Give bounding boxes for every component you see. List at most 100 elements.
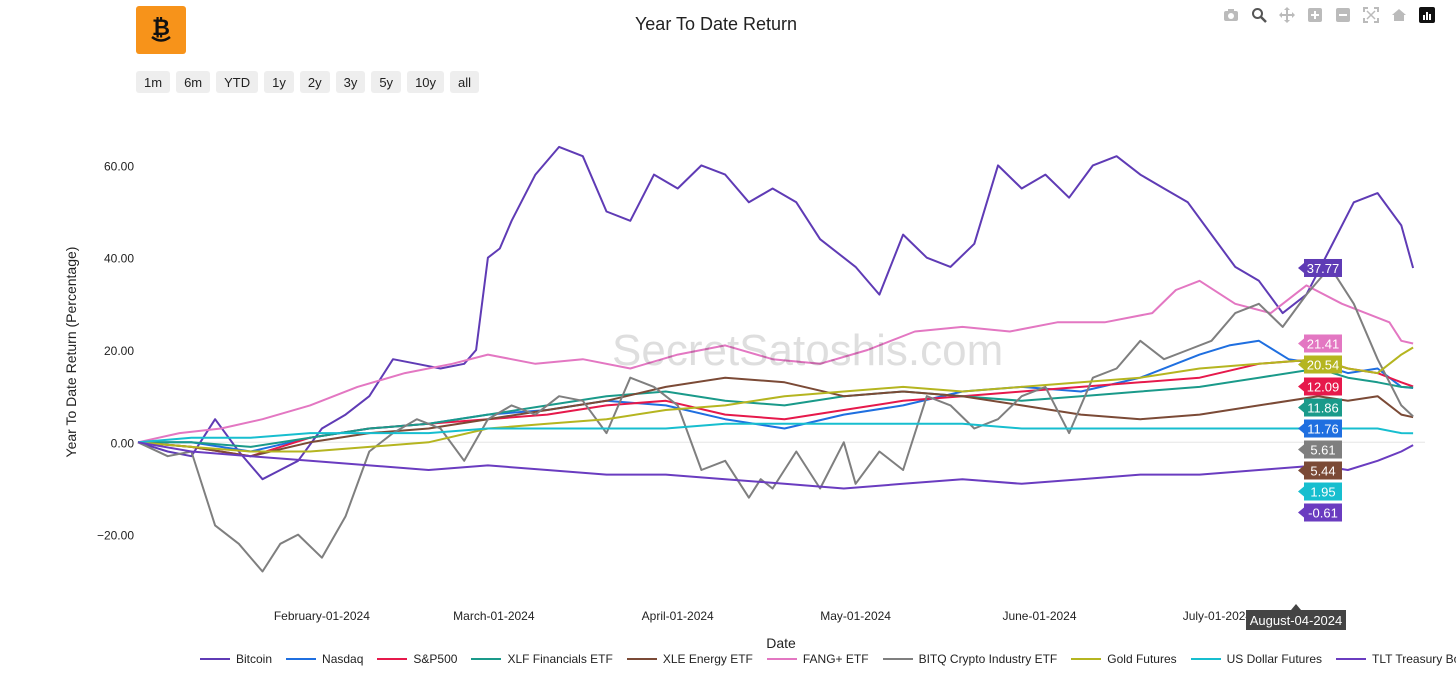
legend-item[interactable]: FANG+ ETF [766,652,869,666]
legend-item[interactable]: S&P500 [377,652,457,666]
legend-line-swatch [766,658,797,660]
zoom-out-icon[interactable] [1334,6,1352,24]
y-tick-label: 20.00 [104,344,134,358]
end-label-pointer [1298,338,1304,349]
end-label-pointer [1298,465,1304,476]
end-label-box [1304,258,1342,277]
bitcoin-logo: ₿ [136,6,186,54]
y-tick-label: 60.00 [104,159,134,173]
range-ytd-button[interactable]: YTD [216,71,259,93]
range-selector: 1m 6m YTD 1y 2y 3y 5y 10y all [136,71,480,93]
series-line-fang-etf [137,279,1414,444]
bitcoin-smile-icon: ₿ [151,16,171,42]
end-label-box [1304,355,1342,374]
legend-item[interactable]: TLT Treasury Bond ETF [1336,652,1456,666]
end-label-value: -0.61 [1308,506,1338,521]
legend-line-swatch [882,658,913,660]
range-1m-button[interactable]: 1m [136,71,171,93]
series-line-bitq-crypto-industry-etf [137,265,1414,573]
end-label-box [1304,440,1342,459]
legend-label: XLF Financials ETF [507,652,613,666]
x-tick-label: February-01-2024 [274,609,370,623]
legend-line-swatch [626,658,657,660]
zoom-in-icon[interactable] [1306,6,1324,24]
series-line-xlf-financials-etf [138,367,1414,448]
legend-label: S&P500 [413,652,458,666]
end-label-pointer [1298,486,1304,497]
y-tick-label: 40.00 [104,252,134,266]
hover-date-pointer [1291,604,1301,610]
modebar [1222,6,1436,24]
range-all-button[interactable]: all [450,71,480,93]
legend-item[interactable]: Nasdaq [286,652,363,666]
legend-line-swatch [1190,658,1221,660]
pan-icon[interactable] [1278,6,1296,24]
svg-text:₿: ₿ [152,16,170,41]
legend-item[interactable]: XLE Energy ETF [626,652,753,666]
series-line-xle-energy-etf [137,376,1414,458]
end-label-value: 37.77 [1307,261,1340,276]
end-label-box [1304,482,1342,501]
end-label-pointer [1298,444,1304,455]
end-label-value: 12.09 [1307,380,1340,395]
range-5y-button[interactable]: 5y [371,71,402,93]
x-tick-label: March-01-2024 [453,609,535,623]
x-axis-title: Date [766,635,796,651]
y-tick-label: 0.00 [111,436,135,450]
end-label-value: 1.95 [1310,485,1335,500]
range-10y-button[interactable]: 10y [407,71,445,93]
legend-line-swatch [200,658,230,660]
y-tick-label: −20.00 [97,529,134,543]
legend-line-swatch [377,658,408,660]
range-3y-button[interactable]: 3y [335,71,366,93]
legend-label: BITQ Crypto Industry ETF [918,652,1058,666]
hover-date-box [1246,610,1346,630]
end-label-pointer [1298,262,1304,273]
end-label-value: 5.61 [1310,443,1335,458]
legend: Bitcoin Nasdaq S&P500 XLF Financials ETF XLE… [200,652,1456,666]
x-tick-label: May-01-2024 [820,609,891,623]
legend-line-swatch [1336,658,1367,660]
autoscale-icon[interactable] [1362,6,1380,24]
end-label-pointer [1298,381,1304,392]
legend-item[interactable]: BITQ Crypto Industry ETF [882,652,1058,666]
end-label-box [1304,503,1342,522]
legend-label: FANG+ ETF [802,652,869,666]
end-label-box [1304,398,1342,417]
reset-axes-icon[interactable] [1390,6,1408,24]
series-line-bitcoin [137,145,1415,481]
series-line-gold-futures [137,346,1414,453]
x-tick-label: June-01-2024 [1002,609,1076,623]
end-label-box [1304,377,1342,396]
legend-line-swatch [286,658,317,660]
legend-item[interactable]: US Dollar Futures [1190,652,1322,666]
series-line-s-p500 [137,358,1414,458]
plotly-logo-icon[interactable] [1418,6,1436,24]
legend-line-swatch [1071,658,1102,660]
legend-label: Gold Futures [1107,652,1177,666]
end-label-value: 11.86 [1307,401,1339,416]
end-label-pointer [1298,402,1304,413]
end-label-value: 20.54 [1307,357,1340,372]
range-1y-button[interactable]: 1y [264,71,294,93]
y-axis-title: Year To Date Return (Percentage) [63,247,79,458]
camera-icon[interactable] [1222,6,1240,24]
legend-label: Bitcoin [236,652,273,666]
legend-line-swatch [471,658,502,660]
zoom-icon[interactable] [1250,6,1268,24]
legend-item[interactable]: XLF Financials ETF [471,652,613,666]
legend-label: TLT Treasury Bond ETF [1372,652,1456,666]
end-label-value: 21.41 [1307,336,1340,351]
end-label-value: 11.76 [1307,422,1339,437]
end-label-box [1304,334,1342,353]
end-label-value: 5.44 [1310,464,1335,479]
legend-item[interactable]: Bitcoin [200,652,272,666]
end-label-box [1304,419,1342,438]
x-tick-label: July-01-2024 [1183,609,1253,623]
range-2y-button[interactable]: 2y [299,71,330,93]
x-tick-label: April-01-2024 [642,609,714,623]
end-label-pointer [1298,423,1304,434]
range-6m-button[interactable]: 6m [176,71,211,93]
legend-item[interactable]: Gold Futures [1071,652,1177,666]
